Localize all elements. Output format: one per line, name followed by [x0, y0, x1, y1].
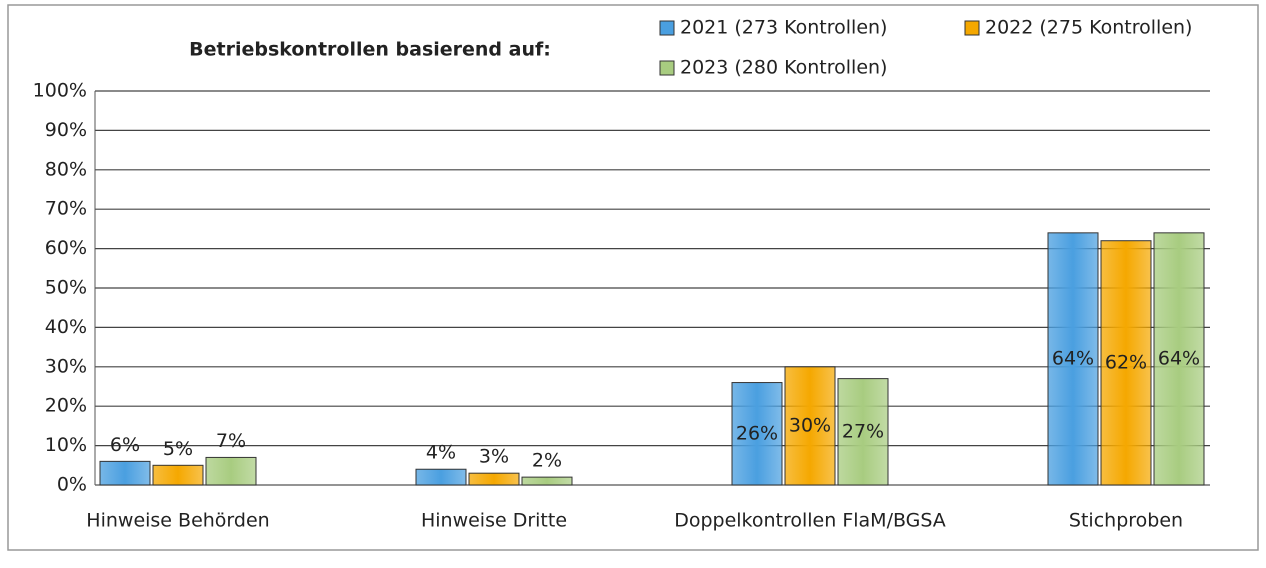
data-label: 5%: [163, 438, 193, 460]
bar: [731, 382, 783, 486]
y-tick-label: 50%: [45, 277, 87, 299]
legend-swatch: [964, 20, 980, 36]
legend-label: 2022 (275 Kontrollen): [985, 17, 1192, 39]
bar: [152, 464, 204, 486]
bar: [1100, 240, 1152, 486]
bar: [205, 456, 257, 486]
legend-swatch: [659, 60, 675, 76]
x-tick-label: Stichproben: [1069, 510, 1183, 532]
chart-title: Betriebskontrollen basierend auf:: [189, 39, 551, 61]
data-label: 7%: [216, 430, 246, 452]
data-label: 2%: [532, 450, 562, 472]
legend-label: 2023 (280 Kontrollen): [680, 57, 887, 79]
chart-frame: [7, 4, 1259, 551]
data-label: 64%: [1052, 347, 1094, 369]
y-tick-label: 70%: [45, 198, 87, 220]
data-label: 27%: [842, 420, 884, 442]
legend-label: 2021 (273 Kontrollen): [680, 17, 887, 39]
y-tick-label: 0%: [57, 474, 87, 496]
y-tick-label: 100%: [33, 80, 87, 102]
y-tick-label: 10%: [45, 434, 87, 456]
data-label: 64%: [1158, 347, 1200, 369]
bar: [521, 476, 573, 486]
bar: [1153, 232, 1205, 486]
x-tick-label: Doppelkontrollen FlaM/BGSA: [674, 510, 946, 532]
x-tick-label: Hinweise Dritte: [421, 510, 567, 532]
bar: [784, 366, 836, 486]
data-label: 6%: [110, 434, 140, 456]
legend-swatch: [659, 20, 675, 36]
bar: [837, 378, 889, 486]
data-label: 3%: [479, 446, 509, 468]
data-label: 62%: [1105, 351, 1147, 373]
data-label: 30%: [789, 414, 831, 436]
x-tick-label: Hinweise Behörden: [86, 510, 269, 532]
bar: [415, 468, 467, 486]
bar: [1047, 232, 1099, 486]
y-tick-label: 40%: [45, 316, 87, 338]
data-label: 4%: [426, 442, 456, 464]
y-tick-label: 60%: [45, 237, 87, 259]
bar: [468, 472, 520, 486]
y-tick-label: 30%: [45, 355, 87, 377]
y-tick-label: 80%: [45, 158, 87, 180]
y-tick-label: 90%: [45, 119, 87, 141]
data-label: 26%: [736, 422, 778, 444]
y-tick-label: 20%: [45, 395, 87, 417]
bar: [99, 460, 151, 486]
